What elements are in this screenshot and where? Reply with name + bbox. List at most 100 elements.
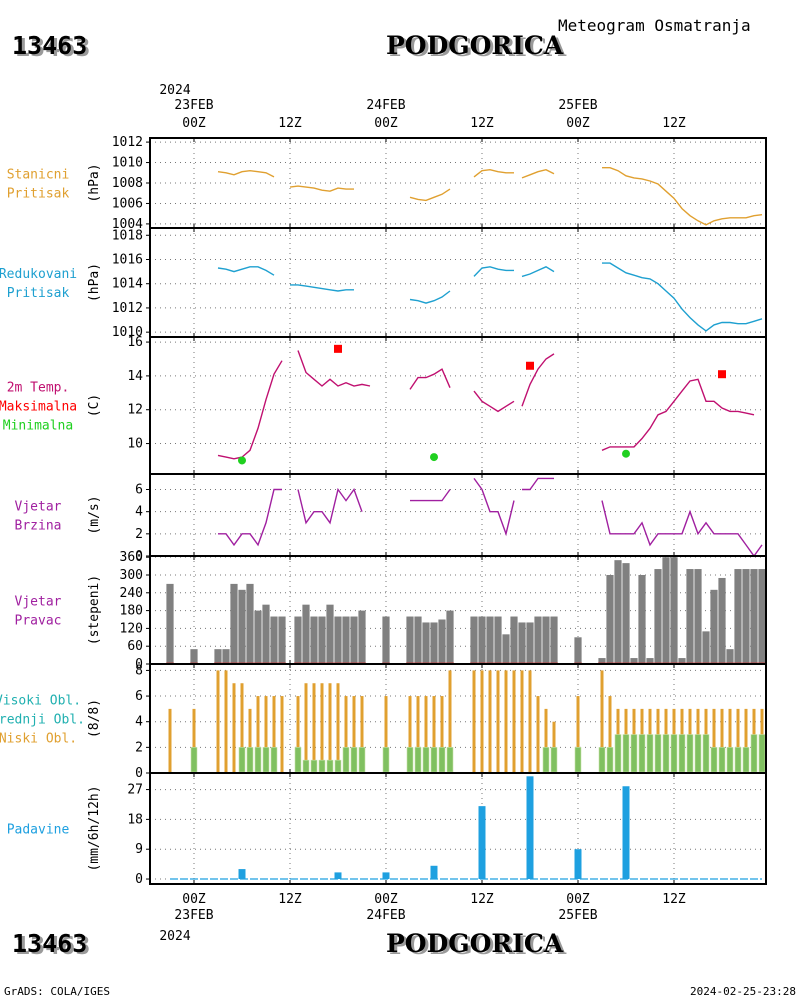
top-time-label: 00Z [374,116,398,131]
y-tick-label: 14 [127,369,143,384]
low-cloud-bar [352,696,356,772]
y-tick-label: 27 [127,783,143,798]
precip-bar [574,849,582,880]
station-name-bottom-shadow: PODGORICA [389,931,567,960]
low-cloud-bar [488,670,492,772]
wind-direction-bar [654,569,662,663]
side-label: Stanicni [7,168,70,183]
wind-direction-bar [190,649,198,663]
wind-direction-bar [350,616,358,663]
wind-direction-bar [470,616,478,663]
wind-direction-bar [222,649,230,663]
mid-cloud-bar [542,747,550,773]
side-label: Pritisak [7,187,70,202]
precip-bar [382,872,390,880]
side-label: Padavine [7,823,70,838]
wind-direction-bar [510,616,518,663]
wind-direction-bar [622,563,630,663]
y-tick-label: 6 [135,689,143,704]
bottom-time-label: 12Z [278,892,302,907]
wind-direction-bar [214,649,222,663]
y-tick-label: 2 [135,527,143,542]
mid-cloud-bar [726,747,734,773]
low-cloud-bar [240,683,244,772]
mid-cloud-bar [654,734,662,773]
precip-bar [430,865,438,880]
mid-cloud-bar [622,734,630,773]
wind-direction-bar [662,557,670,663]
panel-redukovani: 1010 1012 1014 1016 1018 (hPa) Redukovani Priti… [0,227,767,340]
station-id: 13463 [12,31,87,60]
wind-direction-bar [310,616,318,663]
low-cloud-bar [528,670,532,772]
mid-cloud-bar [310,759,318,773]
low-cloud-bar [328,683,332,772]
mid-cloud-bar [382,747,390,773]
y-tick-label: 1010 [112,325,143,340]
wind-direction-bar [326,604,334,663]
wind-direction-bar [734,569,742,663]
max-temp-marker [334,344,342,353]
low-cloud-bar [720,708,724,772]
chart-layer: 23FEB23FEB00Z00Z12Z12Z24FEB24FEB00Z00Z12… [0,98,767,923]
low-cloud-bar [448,670,452,772]
mid-cloud-bar [438,747,446,773]
mid-cloud-bar [318,759,326,773]
series-line [601,500,763,558]
y-tick-label: 1014 [112,277,143,292]
precip-bar [238,869,246,880]
wind-direction-bar [422,622,430,663]
wind-direction-bar [342,616,350,663]
y-tick-label: 1012 [112,301,143,316]
wind-direction-bar [358,610,366,663]
meteogram-title: Meteogram Osmatranja [558,16,751,35]
y-tick-label: 180 [120,604,143,619]
low-cloud-bar [360,696,364,772]
wind-direction-bar [486,616,494,663]
low-cloud-bar [728,708,732,772]
wind-direction-bar [166,583,174,663]
side-label: Pravac [15,614,62,629]
panel-temperatura: 10 12 14 16 (C) 2m Temp. Maksimalna Minimalna [0,335,767,475]
series-line [217,169,275,178]
low-cloud-bar [248,708,252,772]
wind-direction-bar [534,616,542,663]
series-line [218,488,282,547]
mid-cloud-bar [662,734,670,773]
mid-cloud-bar [614,734,622,773]
series-line [289,185,354,192]
y-tick-label: 18 [127,812,143,827]
mid-cloud-bar [734,747,742,773]
credit-left: GrADS: COLA/IGES [4,985,110,998]
series-line [290,284,354,292]
bottom-time-label: 00Z [374,892,398,907]
series-line [297,350,371,387]
y-tick-label: 12 [127,403,143,418]
mid-cloud-bar [238,747,246,773]
mid-cloud-bar [334,759,342,773]
bottom-year-label: 2024 [159,929,190,944]
mid-cloud-bar [702,734,710,773]
min-temp-marker [238,456,246,465]
wind-direction-bar [526,622,534,663]
y-tick-label: 1004 [112,217,143,232]
panel-padavine: 0 9 18 27 (mm/6h/12h) Padavine [7,772,767,887]
wind-direction-bar [430,622,438,663]
wind-direction-bar [750,569,758,663]
bottom-time-label: 12Z [662,892,686,907]
wind-direction-bar [382,616,390,663]
low-cloud-bar [344,696,348,772]
y-tick-label: 360 [120,550,143,565]
side-label: Niski Obl. [0,732,77,747]
station-name: PODGORICA [386,31,564,60]
station-name-bottom: PODGORICA [386,929,564,958]
low-cloud-bar [272,696,276,772]
low-cloud-bar [296,696,300,772]
mid-cloud-bar [254,747,262,773]
bottom-time-label: 00Z [182,892,206,907]
wind-direction-bar [726,649,734,663]
low-cloud-bar [256,696,260,772]
top-date-label: 23FEB [174,98,213,113]
y-tick-label: 16 [127,335,143,350]
mid-cloud-bar [406,747,414,773]
